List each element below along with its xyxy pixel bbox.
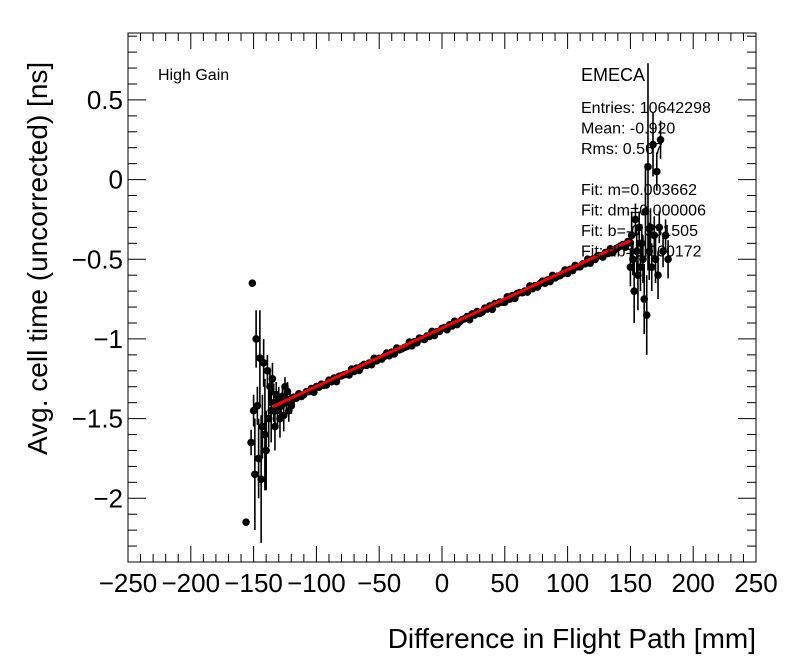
stats-line: Rms: 0.567 (581, 141, 663, 158)
data-point (242, 518, 250, 526)
stats-line: Fit: b=-0.931505 (581, 223, 698, 240)
gain-label: High Gain (158, 67, 229, 84)
x-tick-label: −50 (357, 568, 401, 598)
x-tick-label: −200 (162, 568, 221, 598)
data-point (252, 335, 260, 343)
y-tick-label: −2 (93, 483, 123, 513)
data-point (262, 446, 270, 455)
axis-ticks (127, 33, 757, 562)
data-point (655, 223, 664, 232)
data-point (649, 140, 657, 149)
data-point (646, 223, 655, 232)
x-tick-label: −250 (99, 568, 158, 598)
x-tick-label: 250 (734, 568, 777, 598)
data-point (656, 135, 665, 144)
data-point (257, 475, 265, 483)
data-point (310, 388, 318, 396)
y-tick-label: −1.5 (72, 404, 123, 434)
data-point (251, 470, 259, 479)
data-point (661, 231, 670, 240)
stats-line: Fit: m=0.003662 (581, 182, 697, 199)
data-point (259, 359, 268, 367)
data-point (664, 255, 672, 264)
stats-line: Fit: dm=0.000006 (581, 203, 706, 220)
data-point (630, 287, 638, 295)
data-point (654, 271, 662, 279)
data-point (465, 315, 474, 324)
x-tick-label: 50 (490, 568, 519, 598)
data-point (652, 167, 661, 176)
data-point (488, 305, 497, 314)
x-tick-label: 200 (672, 568, 715, 598)
y-axis-title: Avg. cell time (uncorrected) [ns] (22, 62, 53, 455)
data-point (261, 430, 269, 439)
data-point (647, 263, 656, 272)
stats-line: Entries: 10642298 (581, 100, 711, 117)
y-tick-label: −0.5 (72, 244, 123, 274)
stats-line: Mean: -0.920 (581, 121, 675, 138)
y-tick-label: 0.5 (87, 85, 123, 115)
data-point (644, 163, 652, 171)
x-tick-label: 100 (546, 568, 589, 598)
data-point (627, 231, 636, 240)
data-point (631, 215, 640, 224)
fit-line (271, 239, 632, 409)
fit-layer (271, 239, 632, 409)
stats-box: Entries: 10642298 Mean: -0.920 Rms: 0.567 F… (581, 100, 711, 261)
detector-label: EMECA (581, 65, 645, 85)
data-point (248, 279, 257, 287)
y-tick-label: −1 (93, 324, 123, 354)
x-tick-label: −150 (224, 568, 283, 598)
x-tick-label: 0 (435, 568, 449, 598)
y-tick-label: 0 (109, 165, 123, 195)
data-point (247, 438, 255, 447)
data-point (268, 374, 277, 383)
y-tick-labels: 0.5 0 −0.5 −1 −1.5 −2 (72, 85, 123, 513)
x-tick-label: −100 (287, 568, 346, 598)
stats-line: Fit: db=0.000172 (581, 244, 702, 261)
x-axis-title: Difference in Flight Path [mm] (388, 623, 756, 654)
data-point (642, 311, 651, 319)
x-tick-label: 150 (609, 568, 652, 598)
x-tick-labels: −250 −200 −150 −100 −50 0 50 100 150 200 250 (99, 568, 778, 598)
